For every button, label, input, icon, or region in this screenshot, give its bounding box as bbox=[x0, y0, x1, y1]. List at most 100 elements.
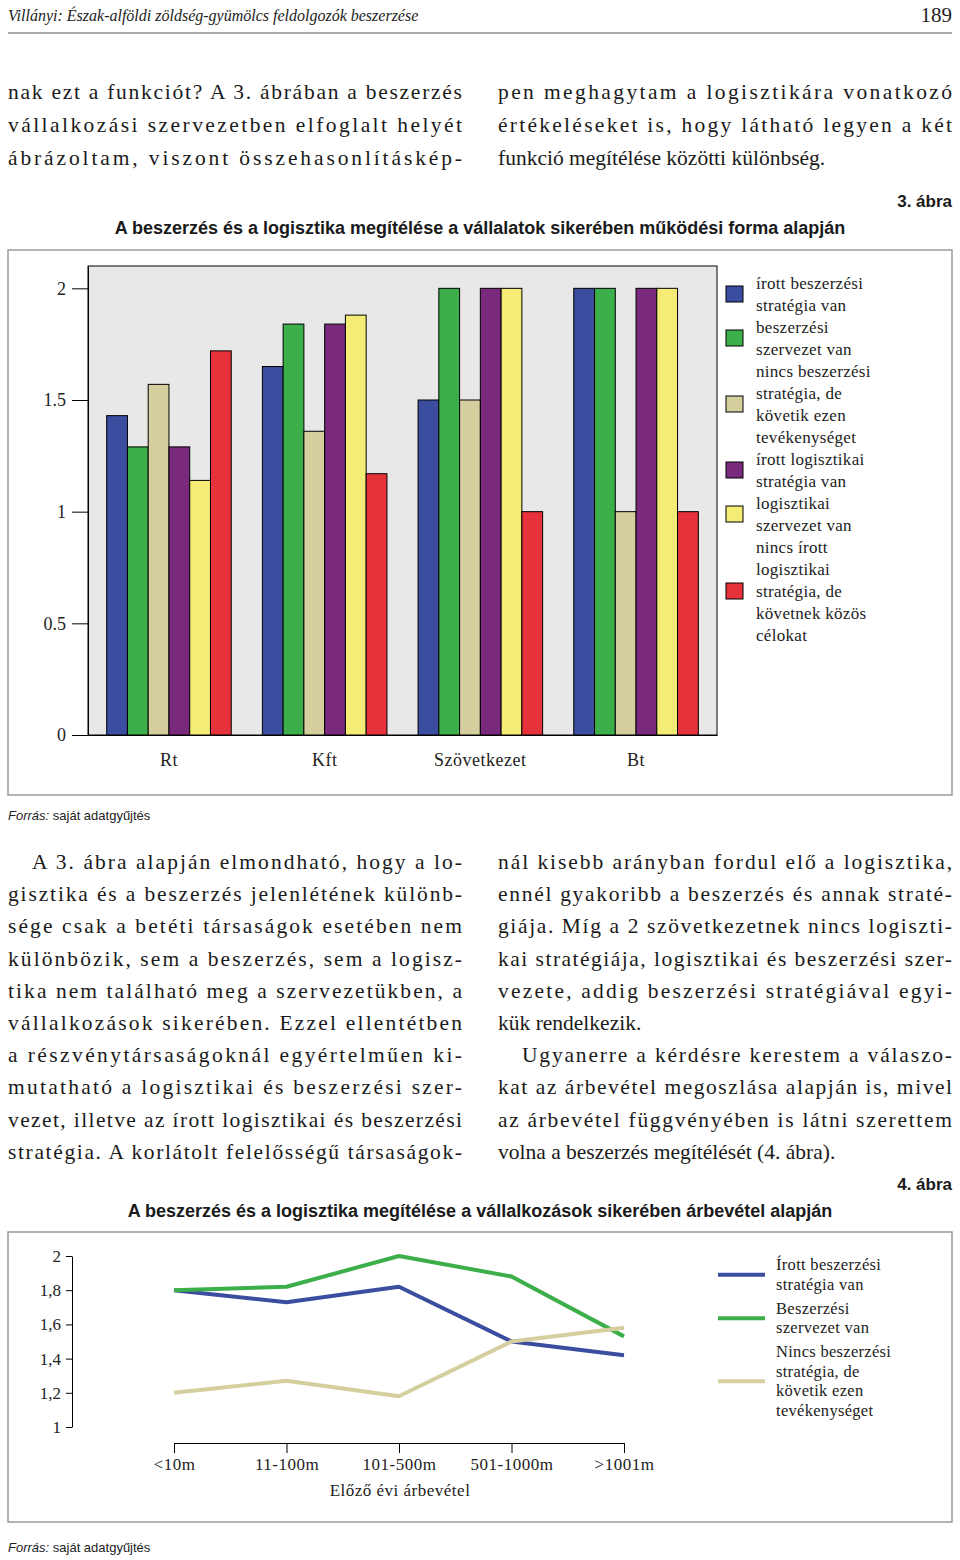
text-line: vezete, addig beszerzési stratégiával eg… bbox=[498, 979, 952, 1003]
text-line: kat az árbevétel megoszlása alapján is, … bbox=[498, 1075, 952, 1099]
legend-swatch bbox=[718, 1316, 765, 1320]
tick-label: 101-500m bbox=[363, 1455, 437, 1474]
axis-line bbox=[88, 267, 89, 736]
tick-label: Rt bbox=[160, 750, 178, 770]
text-line: értékeléseket is, hogy látható legyen a … bbox=[498, 113, 952, 137]
tick: 1 bbox=[53, 1418, 73, 1437]
bar bbox=[148, 384, 169, 735]
legend-swatch bbox=[726, 330, 743, 346]
tick: 101-500m bbox=[363, 1443, 437, 1474]
tick: 2 bbox=[53, 1247, 73, 1266]
bar bbox=[480, 288, 501, 735]
source-note: Forrás: saját adatgyűjtés bbox=[8, 808, 151, 823]
tick-mark bbox=[624, 1443, 625, 1453]
page-number: 189 bbox=[921, 3, 953, 27]
legend-swatch bbox=[718, 1273, 765, 1277]
tick: <10m bbox=[154, 1443, 196, 1474]
text-line: A 3. ábra alapján elmondható, hogy a lo- bbox=[32, 850, 462, 874]
axis-line bbox=[72, 1257, 73, 1428]
tick-mark bbox=[66, 1427, 72, 1428]
tick: 1,6 bbox=[40, 1315, 72, 1334]
tick-label: 1 bbox=[53, 1418, 62, 1437]
text-column: nak ezt a funkciót? A 3. ábrában a besze… bbox=[8, 80, 462, 170]
tick-mark bbox=[287, 1443, 288, 1453]
text-line: Ugyanerre a kérdésre kerestem a válaszo- bbox=[522, 1043, 952, 1067]
bar bbox=[169, 447, 190, 735]
bar bbox=[636, 288, 657, 735]
legend-swatch bbox=[726, 583, 743, 599]
bar bbox=[574, 288, 595, 735]
legend-swatch bbox=[726, 396, 743, 412]
tick: 0.5 bbox=[44, 614, 89, 634]
bar bbox=[190, 480, 211, 735]
legend: írott beszerzésistratégia vanbeszerzésis… bbox=[726, 274, 871, 645]
text-column: pen meghagytam a logisztikára vonatkozóé… bbox=[498, 80, 952, 170]
text-column: nál kisebb arányban fordul elő a logiszt… bbox=[498, 850, 952, 1164]
text-line: nak ezt a funkciót? A 3. ábrában a besze… bbox=[8, 80, 462, 104]
tick-mark bbox=[66, 1324, 72, 1325]
tick-mark bbox=[66, 1393, 72, 1394]
tick: >1001m bbox=[595, 1443, 655, 1474]
legend-swatch bbox=[718, 1379, 765, 1383]
bar bbox=[325, 324, 346, 735]
tick: 1,4 bbox=[40, 1350, 72, 1369]
legend-entry: Nincs beszerzésistratégia, dekövetik eze… bbox=[776, 1342, 891, 1420]
source-note: Forrás: saját adatgyűjtés bbox=[8, 1540, 151, 1555]
legend-entry: nincs írottlogisztikaistratégia, dekövet… bbox=[756, 538, 866, 645]
legend-entry: nincs beszerzésistratégia, dekövetik eze… bbox=[756, 362, 871, 447]
bar bbox=[615, 512, 636, 735]
header-rule bbox=[8, 33, 952, 34]
text-column: A 3. ábra alapján elmondható, hogy a lo-… bbox=[8, 850, 462, 1164]
line bbox=[174, 1328, 624, 1396]
axis-title: Előző évi árbevétel bbox=[330, 1481, 471, 1500]
y-axis: 1 1,2 1,4 1,6 1,8 2 bbox=[40, 1247, 73, 1437]
x-axis: Rt Kft Szövetkezet Bt bbox=[89, 735, 718, 770]
text-line: stratégia. A korlátolt felelősségű társa… bbox=[8, 1140, 462, 1164]
legend-entry: Írott beszerzésistratégia van bbox=[776, 1255, 881, 1294]
bar bbox=[595, 288, 616, 735]
axis-line bbox=[89, 735, 718, 736]
tick: Rt bbox=[160, 735, 178, 770]
line bbox=[174, 1287, 624, 1355]
chart-title: A beszerzés és a logisztika megítélése a… bbox=[115, 218, 846, 238]
text-line: nál kisebb arányban fordul elő a logiszt… bbox=[498, 850, 952, 874]
legend: Írott beszerzésistratégia vanBeszerzésis… bbox=[718, 1255, 891, 1420]
tick-mark bbox=[72, 623, 88, 624]
tick: 1.5 bbox=[44, 390, 89, 410]
chart-frame bbox=[8, 1232, 952, 1522]
tick: Kft bbox=[312, 735, 338, 770]
tick-label: Szövetkezet bbox=[434, 750, 526, 770]
bar bbox=[678, 512, 699, 735]
tick-label: 1,2 bbox=[40, 1384, 61, 1403]
y-axis: 0 0.5 1 1.5 2 bbox=[44, 267, 89, 746]
tick-mark bbox=[72, 400, 88, 401]
tick-label: 1,8 bbox=[40, 1281, 61, 1300]
legend-swatch bbox=[726, 506, 743, 522]
plot-area bbox=[88, 266, 717, 735]
text-line: vállalkozási szervezetben elfoglalt hely… bbox=[8, 113, 462, 137]
tick: 1,8 bbox=[40, 1281, 72, 1300]
tick: 2 bbox=[57, 279, 88, 299]
tick-mark bbox=[66, 1359, 72, 1360]
tick-mark bbox=[399, 1443, 400, 1453]
text-line: tika nem található meg a szervezetükben,… bbox=[8, 979, 462, 1003]
tick: 1 bbox=[57, 502, 88, 522]
tick: Bt bbox=[627, 735, 645, 770]
tick-label: Bt bbox=[627, 750, 645, 770]
tick-label: 0 bbox=[57, 725, 66, 745]
figure-label: 3. ábra bbox=[897, 192, 952, 211]
tick-mark bbox=[72, 735, 88, 736]
chart-title: A beszerzés és a logisztika megítélése a… bbox=[128, 1201, 833, 1221]
bar bbox=[501, 288, 522, 735]
tick-label: 1,6 bbox=[40, 1315, 61, 1334]
tick-label: 1 bbox=[57, 502, 66, 522]
bar bbox=[366, 474, 387, 735]
bar bbox=[127, 447, 148, 735]
text-line: mutatható a logisztikai és beszerzési sz… bbox=[8, 1075, 462, 1099]
text-line: sége csak a betéti társaságok esetében n… bbox=[8, 914, 462, 938]
text-line: gisztika és a beszerzés jelenlétének kül… bbox=[8, 882, 462, 906]
text-line: ábrázoltam, viszont összehasonlításkép- bbox=[8, 146, 462, 170]
line bbox=[174, 1256, 624, 1336]
tick-label: Kft bbox=[312, 750, 338, 770]
legend-entry: írott logisztikaistratégia van bbox=[756, 450, 865, 491]
